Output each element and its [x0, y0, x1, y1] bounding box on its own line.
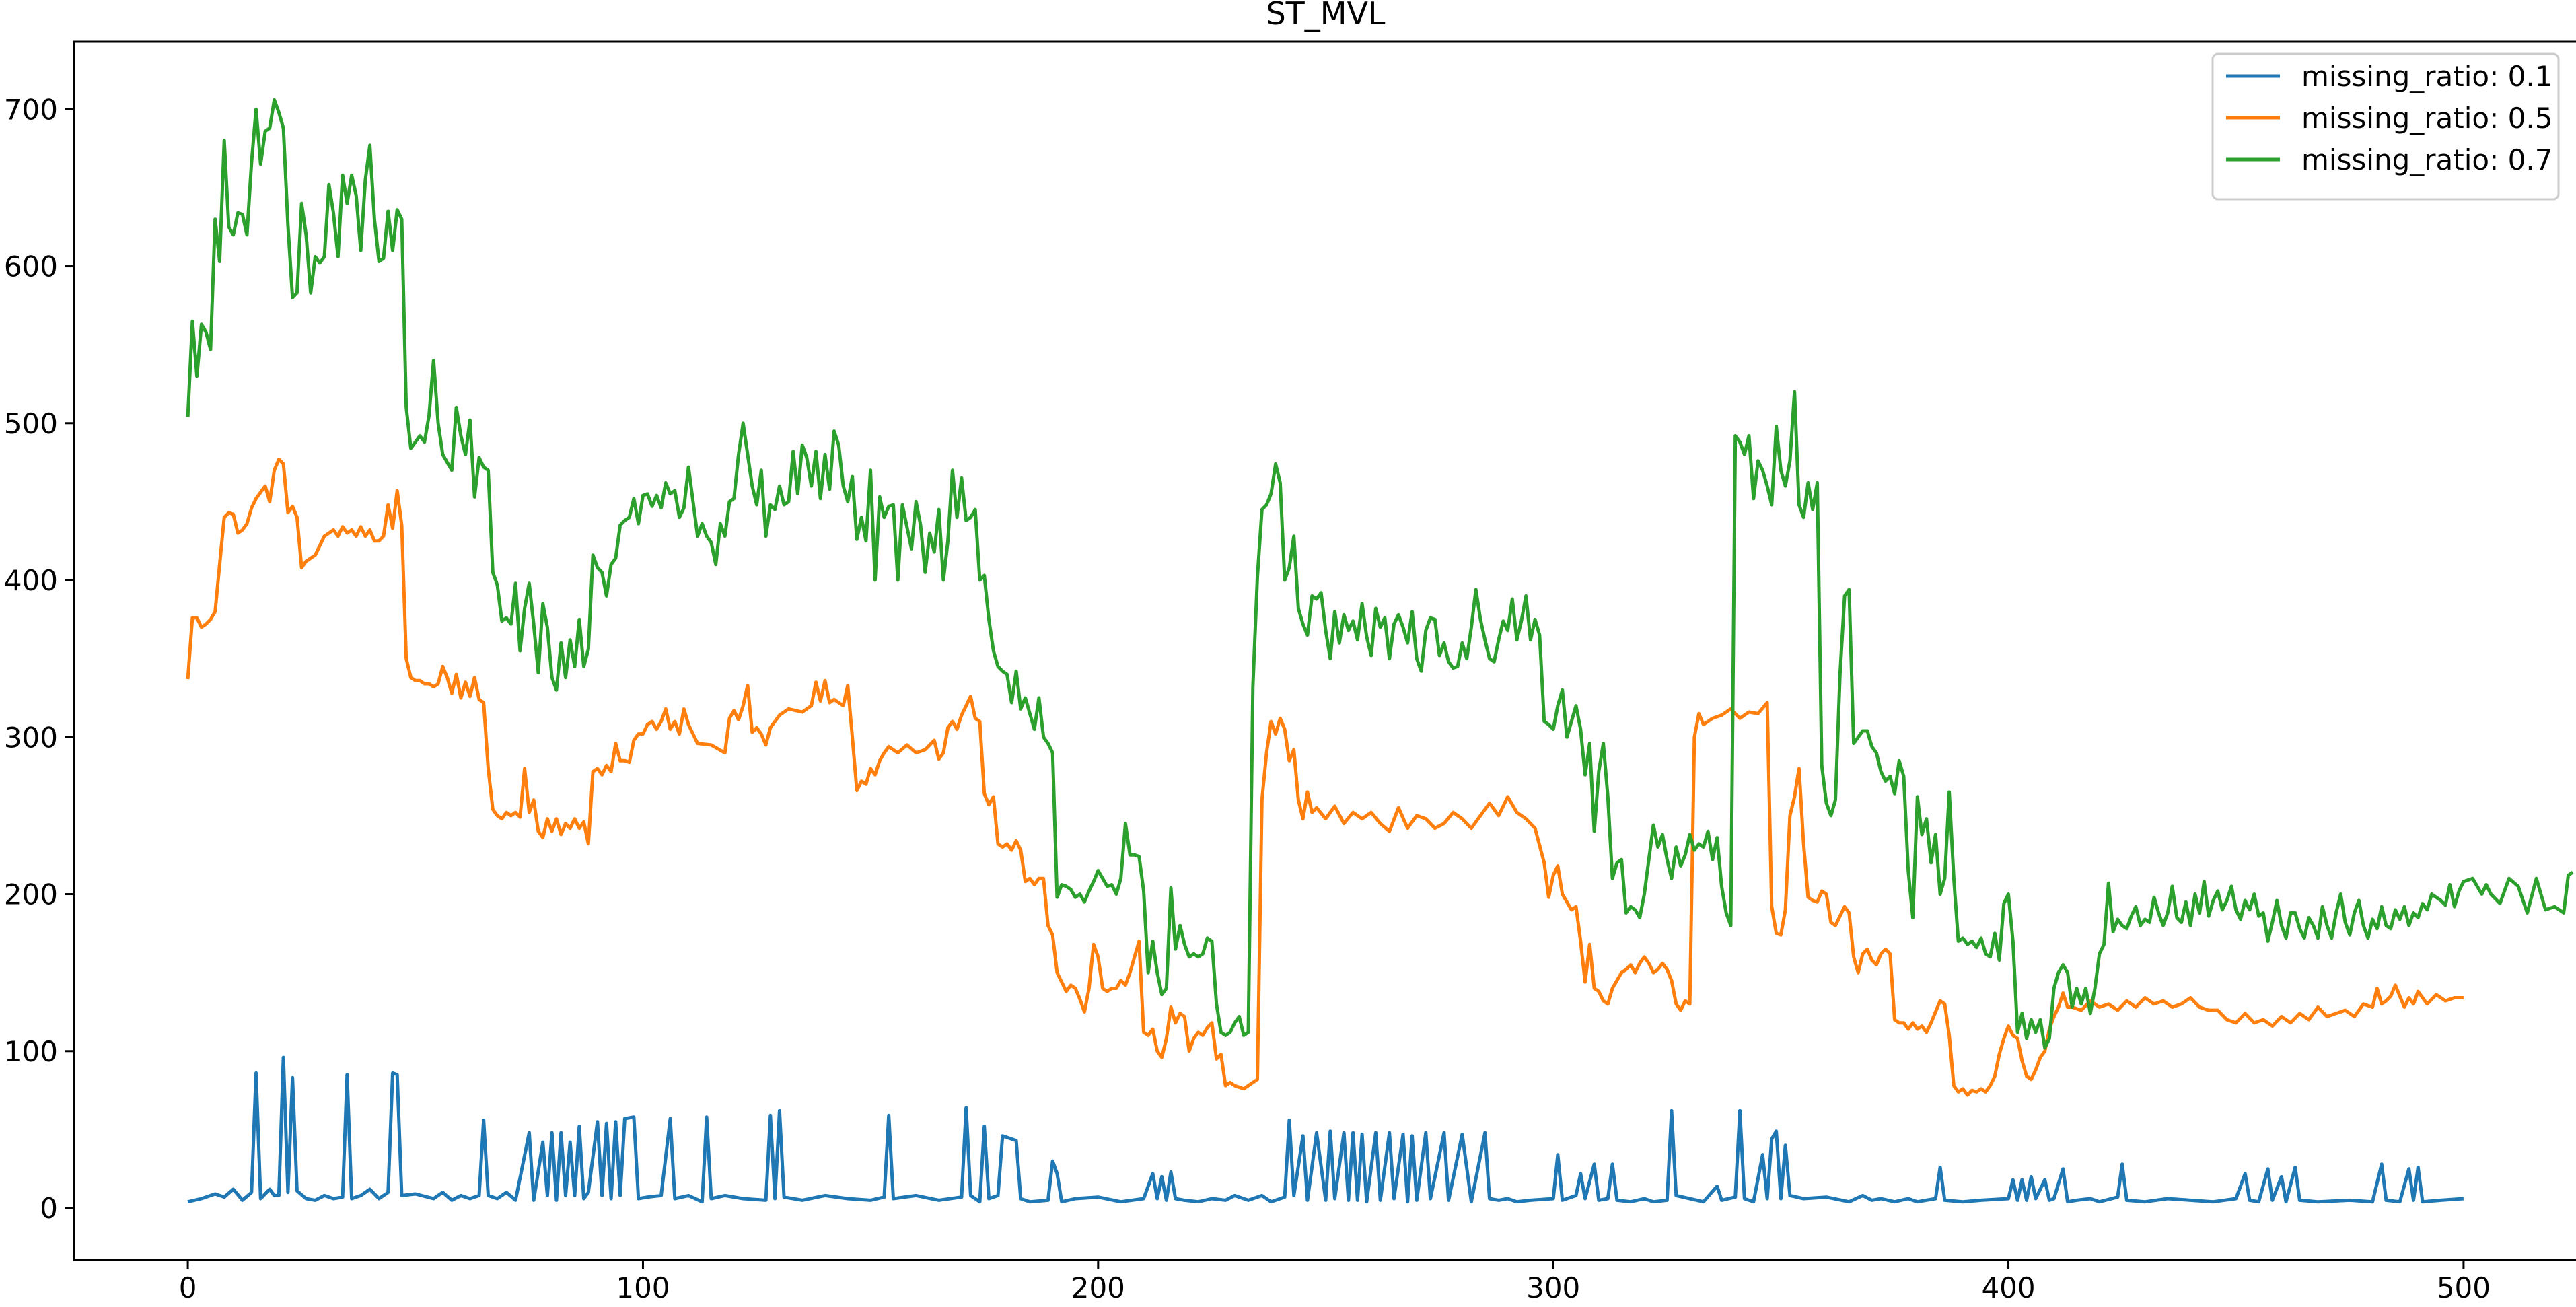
y-tick-label: 300: [4, 721, 58, 754]
chart-title: ST_MVL: [1266, 0, 1385, 32]
legend-label: missing_ratio: 0.1: [2301, 60, 2552, 93]
plot-area: [186, 98, 2574, 1204]
y-tick-label: 200: [4, 878, 58, 911]
x-tick-label: 500: [2437, 1271, 2491, 1304]
y-tick-label: 700: [4, 93, 58, 126]
x-axis: 0 100 200 300 400 500: [179, 1260, 2491, 1304]
y-tick-label: 0: [40, 1192, 58, 1225]
x-tick-label: 0: [179, 1271, 197, 1304]
legend-box: [2211, 52, 2560, 201]
y-axis: 0 100 200 300 400 500 600 700: [4, 93, 74, 1225]
axes-frame: [73, 40, 2576, 1261]
y-tick-label: 600: [4, 250, 58, 283]
y-tick-label: 100: [4, 1035, 58, 1068]
x-tick-label: 400: [1981, 1271, 2035, 1304]
x-tick-label: 100: [616, 1271, 670, 1304]
series-line-3: [186, 98, 2574, 1050]
y-tick-label: 500: [4, 407, 58, 440]
series-line-1: [187, 1055, 2464, 1204]
x-tick-label: 200: [1071, 1271, 1125, 1304]
x-tick-label: 300: [1526, 1271, 1580, 1304]
legend: missing_ratio: 0.1 missing_ratio: 0.5 miss…: [2211, 52, 2560, 201]
y-tick-label: 400: [4, 564, 58, 597]
legend-label: missing_ratio: 0.7: [2301, 143, 2552, 176]
legend-label: missing_ratio: 0.5: [2301, 102, 2552, 135]
series-line-2: [186, 457, 2464, 1097]
